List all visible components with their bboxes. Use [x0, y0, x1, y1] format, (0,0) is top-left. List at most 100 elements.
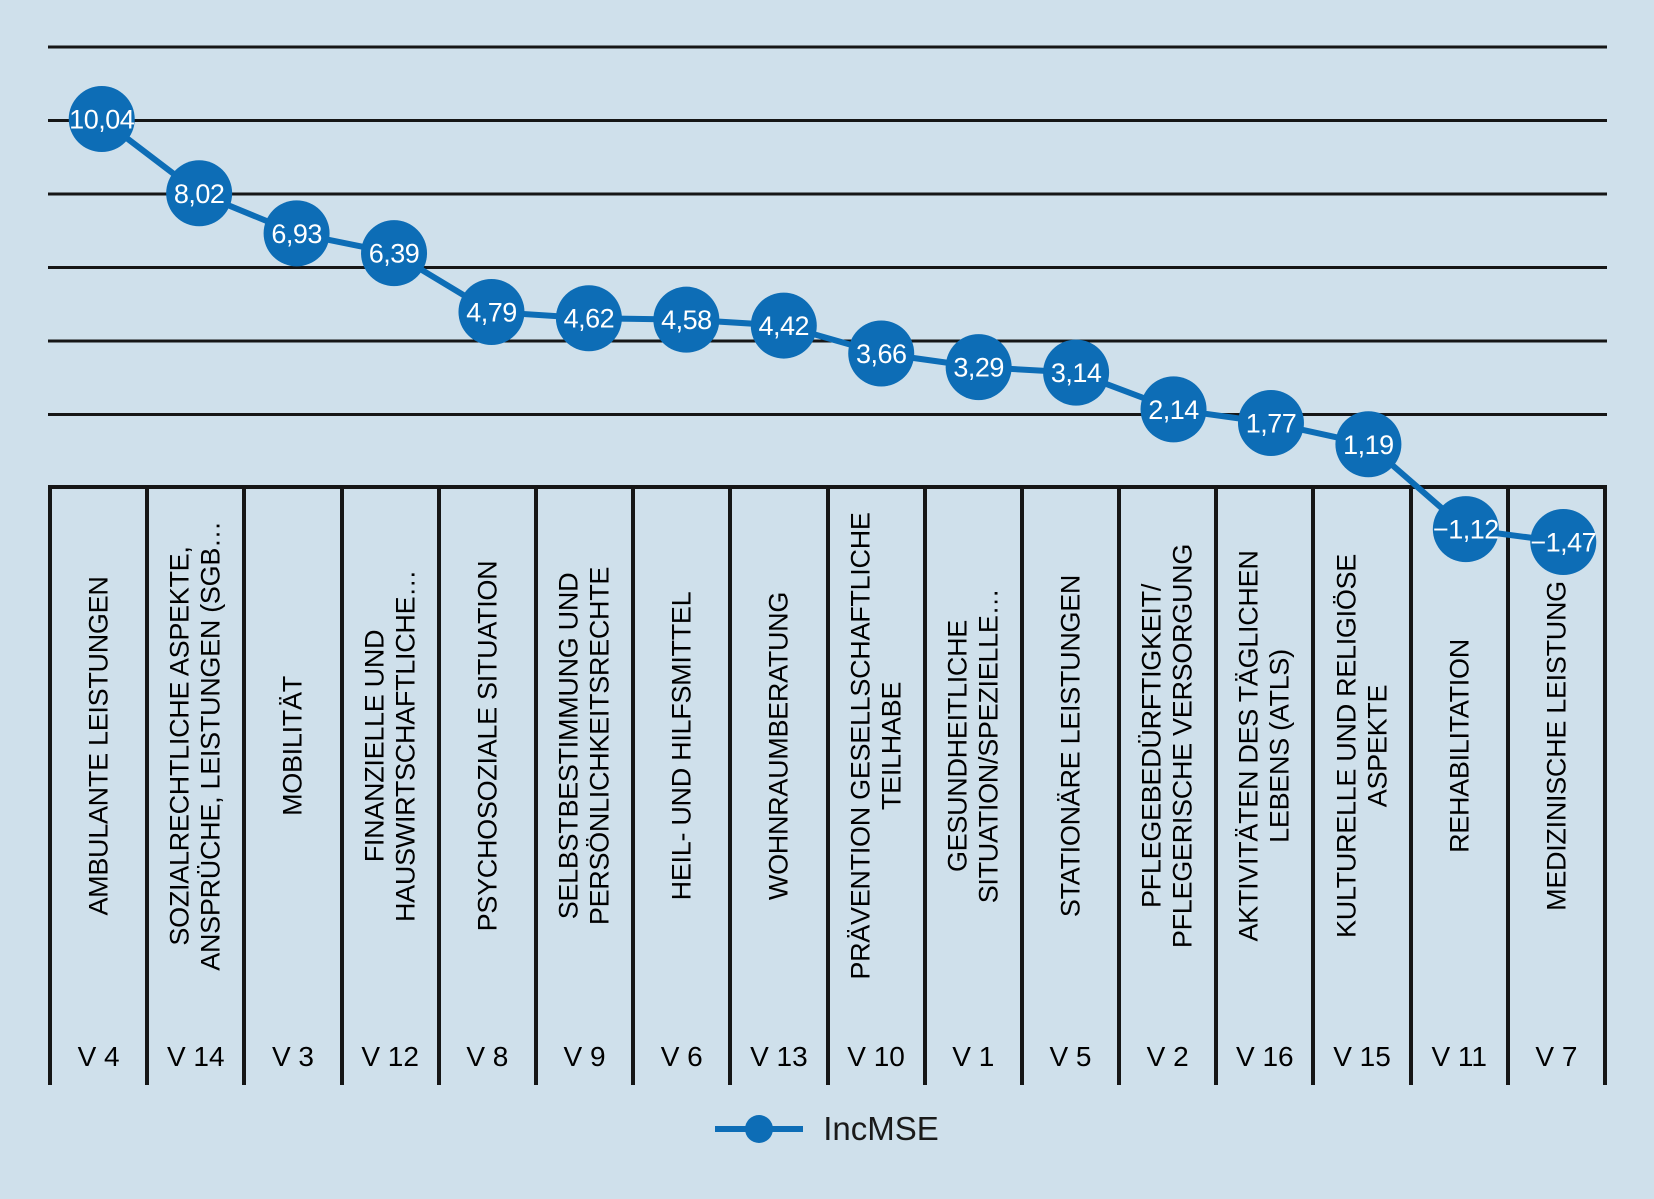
data-point-label: 1,77 — [1246, 408, 1297, 438]
variable-code: V 14 — [166, 1041, 225, 1072]
category-label-line: AMBULANTE LEISTUNGEN — [83, 576, 114, 916]
category-column: PSYCHOSOZIALE SITUATION V 8 — [436, 489, 534, 1085]
data-point-label: 10,04 — [69, 105, 135, 135]
category-label: STATIONÄRE LEISTUNGEN — [1028, 474, 1112, 1019]
data-point-label: 2,14 — [1148, 395, 1199, 425]
category-label-line: HEIL- UND HILFSMITTEL — [666, 591, 697, 901]
variable-code: V 1 — [952, 1041, 995, 1072]
category-column: PFLEGEBEDÜRFTIGKEIT/PFLEGERISCHE VERSORG… — [1117, 489, 1214, 1085]
data-point-marker — [945, 334, 1012, 401]
category-table: AMBULANTE LEISTUNGEN V 4 SOZIALRECHTLICHE … — [48, 485, 1607, 1085]
variable-code: V 12 — [361, 1041, 419, 1072]
category-label-line: SITUATION/SPEZIELLE… — [973, 588, 1004, 904]
data-point-label: 3,66 — [856, 339, 907, 369]
data-point-label: 1,19 — [1343, 430, 1394, 460]
category-label: PFLEGEBEDÜRFTIGKEIT/PFLEGERISCHE VERSORG… — [1126, 474, 1210, 1019]
variable-code: V 6 — [660, 1041, 703, 1072]
category-label-line: GESUNDHEITLICHE — [942, 619, 973, 873]
category-label-line: MOBILITÄT — [277, 676, 308, 816]
category-column: HEIL- UND HILFSMITTEL V 6 — [631, 489, 728, 1085]
category-column: SOZIALRECHTLICHE ASPEKTE, ANSPRÜCHE, LEIS… — [145, 489, 242, 1085]
data-point-label: 4,79 — [466, 297, 517, 327]
category-label-line: KULTURELLE UND RELIGIÖSE — [1331, 554, 1362, 938]
legend-line-marker-icon — [715, 1115, 804, 1143]
category-column: FINANZIELLE UND HAUSWIRTSCHAFTLICHE… V 12 — [339, 489, 437, 1085]
variable-code: V 11 — [1431, 1041, 1487, 1072]
data-point-marker — [68, 86, 135, 153]
variable-code: V 16 — [1236, 1041, 1294, 1072]
variable-code: V 3 — [271, 1041, 314, 1072]
category-label: AMBULANTE LEISTUNGEN — [57, 474, 141, 1019]
data-point-label: 6,39 — [369, 239, 420, 269]
data-point-marker — [1237, 389, 1304, 456]
data-point-label: 4,42 — [759, 311, 810, 341]
data-point-marker — [1335, 411, 1402, 478]
category-column: AMBULANTE LEISTUNGEN V 4 — [48, 489, 145, 1085]
category-label-line: TEILHABE — [876, 681, 907, 811]
data-point-marker — [1140, 376, 1207, 443]
category-label: GESUNDHEITLICHE SITUATION/SPEZIELLE… — [931, 474, 1015, 1019]
variable-code: V 4 — [77, 1041, 120, 1072]
category-label-line: LEBENS (ATLS) — [1264, 649, 1295, 843]
category-label-line: SELBSTBESTIMMUNG UND — [553, 572, 584, 920]
variable-code: V 8 — [466, 1041, 509, 1072]
category-label-line: MEDIZINISCHE LEISTUNG — [1540, 581, 1571, 911]
category-column: MEDIZINISCHE LEISTUNG V 7 — [1505, 489, 1603, 1085]
variable-code: V 13 — [750, 1041, 808, 1072]
category-label-line: ASPEKTE — [1362, 684, 1393, 808]
category-column: MOBILITÄT V 3 — [242, 489, 339, 1085]
data-point-marker — [458, 278, 525, 345]
category-label-line: ANSPRÜCHE, LEISTUNGEN (SGB… — [195, 521, 226, 971]
category-column: REHABILITATION V 11 — [1408, 489, 1506, 1085]
category-label-line: SOZIALRECHTLICHE ASPEKTE, — [164, 546, 195, 946]
category-column: AKTIVITÄTEN DES TÄGLICHEN LEBENS (ATLS) V … — [1214, 489, 1311, 1085]
category-label: MOBILITÄT — [251, 474, 335, 1019]
data-point-label: 3,14 — [1051, 358, 1102, 388]
category-column: WOHNRAUMBERATUNG V 13 — [728, 489, 825, 1085]
data-point-label: 8,02 — [174, 179, 225, 209]
category-label: PSYCHOSOZIALE SITUATION — [445, 474, 529, 1019]
data-point-label: 6,93 — [271, 219, 322, 249]
variable-code: V 5 — [1049, 1041, 1092, 1072]
category-label-line: FINANZIELLE UND — [359, 629, 390, 863]
data-point-label: 4,62 — [564, 304, 615, 334]
category-column: GESUNDHEITLICHE SITUATION/SPEZIELLE… V 1 — [922, 489, 1020, 1085]
data-point-marker — [263, 200, 330, 267]
data-point-marker — [555, 285, 622, 352]
category-label: SOZIALRECHTLICHE ASPEKTE, ANSPRÜCHE, LEIS… — [154, 474, 238, 1019]
category-label: REHABILITATION — [1417, 474, 1501, 1019]
category-label-line: HAUSWIRTSCHAFTLICHE… — [390, 569, 421, 923]
category-label: HEIL- UND HILFSMITTEL — [640, 474, 724, 1019]
data-point-marker — [1043, 339, 1110, 406]
variable-code: V 9 — [563, 1041, 606, 1072]
category-label-line: REHABILITATION — [1443, 639, 1474, 853]
data-point-marker — [166, 160, 233, 227]
category-label: WOHNRAUMBERATUNG — [737, 474, 821, 1019]
variable-code: V 10 — [847, 1041, 905, 1072]
data-point-marker — [653, 286, 720, 353]
category-column: STATIONÄRE LEISTUNGEN V 5 — [1019, 489, 1117, 1085]
variable-code: V 2 — [1146, 1041, 1189, 1072]
category-label-line: PFLEGERISCHE VERSORGUNG — [1167, 543, 1198, 949]
category-label: PRÄVENTION GESELLSCHAFTLICHE TEILHABE — [834, 474, 918, 1019]
category-column: PRÄVENTION GESELLSCHAFTLICHE TEILHABE V 10 — [825, 489, 923, 1085]
category-label: MEDIZINISCHE LEISTUNG — [1514, 474, 1598, 1019]
category-label: AKTIVITÄTEN DES TÄGLICHEN LEBENS (ATLS) — [1223, 474, 1307, 1019]
legend-label: IncMSE — [823, 1110, 939, 1147]
data-point-label: 4,58 — [661, 305, 712, 335]
category-column: KULTURELLE UND RELIGIÖSE ASPEKTE V 15 — [1311, 489, 1408, 1085]
category-label: FINANZIELLE UND HAUSWIRTSCHAFTLICHE… — [348, 474, 432, 1019]
category-label-line: PERSÖNLICHKEITSRECHTE — [584, 566, 615, 926]
data-point-marker — [848, 320, 915, 387]
category-label: KULTURELLE UND RELIGIÖSE ASPEKTE — [1320, 474, 1404, 1019]
category-label-line: STATIONÄRE LEISTUNGEN — [1054, 574, 1085, 918]
category-label: SELBSTBESTIMMUNG UND PERSÖNLICHKEITSRECHT… — [543, 474, 627, 1019]
category-label-line: PRÄVENTION GESELLSCHAFTLICHE — [845, 512, 876, 980]
category-label-line: PSYCHOSOZIALE SITUATION — [471, 560, 502, 932]
legend: IncMSE — [0, 1108, 1654, 1150]
legend-dot-icon — [745, 1115, 774, 1143]
category-label-line: WOHNRAUMBERATUNG — [763, 591, 794, 901]
data-point-marker — [361, 220, 428, 287]
data-point-label: 3,29 — [953, 353, 1004, 383]
